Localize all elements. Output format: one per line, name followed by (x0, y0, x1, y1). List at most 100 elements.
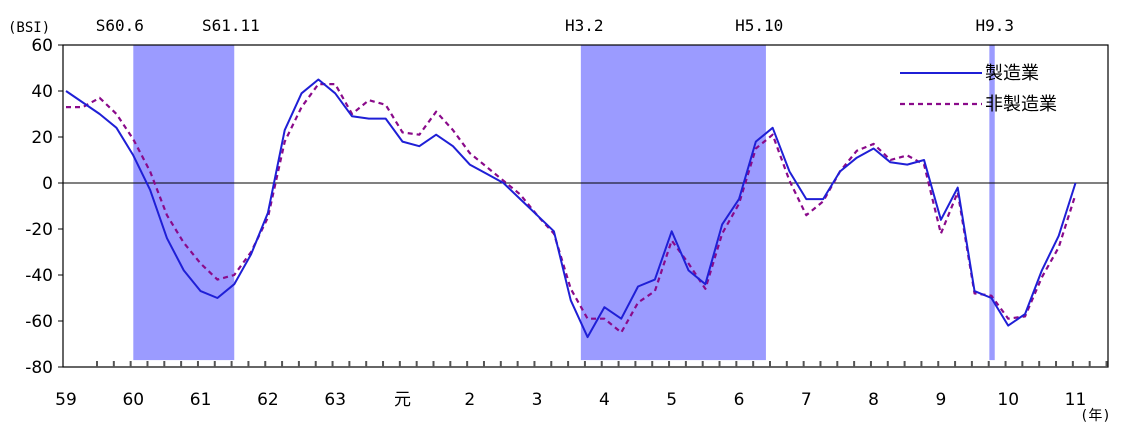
x-quarter-tick-59 (1088, 361, 1091, 367)
y-axis-ticks: 60 40 20 0 -20 -40 -60 -80 (25, 36, 63, 378)
period-labels: S60.6 S61.11 H3.2 H5.10 H9.3 (96, 16, 1014, 35)
x-quarter-tick-41 (785, 361, 788, 367)
shaded-periods (133, 45, 995, 361)
x-tick-label-9: 5 (666, 390, 677, 410)
x-quarter-tick-50 (937, 361, 940, 367)
series-lines (65, 78, 1077, 339)
x-quarter-tick-19 (415, 361, 418, 367)
x-quarter-tick-43 (819, 361, 822, 367)
y-tick-label-1: 40 (31, 82, 53, 102)
x-tick-label-14: 10 (997, 390, 1019, 410)
x-quarter-tick-1 (112, 361, 115, 367)
x-quarter-tick-48 (903, 361, 906, 367)
x-quarter-tick-17 (382, 361, 385, 367)
x-axis-unit-label: (年) (1080, 408, 1111, 424)
series-line-0 (65, 78, 1077, 339)
x-quarter-tick-7 (213, 361, 216, 367)
x-quarter-tick-34 (668, 361, 671, 367)
shaded-period-0 (133, 45, 235, 361)
x-quarter-tick-54 (1004, 361, 1007, 367)
x-quarter-tick-32 (634, 361, 637, 367)
y-tick-label-2: 20 (31, 128, 53, 148)
x-quarter-tick-55 (1021, 361, 1024, 367)
x-axis-labels: 59 60 61 62 63 元 2 3 4 5 6 7 8 9 10 11 (55, 390, 1086, 410)
x-quarter-tick-20 (432, 361, 435, 367)
x-tick-label-15: 11 (1065, 390, 1087, 410)
x-quarter-tick-23 (482, 361, 485, 367)
x-quarter-tick-2 (129, 361, 132, 367)
x-quarter-tick-27 (550, 361, 553, 367)
x-quarter-tick-14 (331, 361, 334, 367)
legend-label-non-manufacturing: 非製造業 (985, 94, 1057, 115)
period-label-4: H9.3 (975, 16, 1014, 35)
x-tick-label-5: 元 (394, 390, 411, 410)
x-tick-label-4: 63 (324, 390, 346, 410)
y-tick-label-0: 60 (31, 36, 53, 56)
x-tick-label-0: 59 (55, 390, 77, 410)
period-label-2: H3.2 (565, 16, 604, 35)
x-quarter-tick-53 (987, 361, 990, 367)
x-quarter-tick-16 (365, 361, 368, 367)
x-quarter-tick-28 (567, 361, 570, 367)
y-tick-label-4: -20 (25, 220, 53, 240)
y-tick-label-7: -80 (25, 358, 53, 378)
x-quarter-tick-21 (449, 361, 452, 367)
legend-label-manufacturing: 製造業 (985, 63, 1039, 84)
x-quarter-tick-31 (617, 361, 620, 367)
x-quarter-tick-6 (196, 361, 199, 367)
period-label-3: H5.10 (735, 16, 783, 35)
x-tick-label-13: 9 (935, 390, 946, 410)
x-tick-label-6: 2 (464, 390, 475, 410)
x-quarter-tick-40 (769, 361, 771, 367)
y-axis-unit-label: (BSI) (8, 20, 50, 36)
x-tick-label-1: 60 (122, 390, 144, 410)
x-quarter-tick-30 (600, 361, 603, 367)
x-quarter-tick-15 (348, 361, 351, 367)
x-quarter-tick-38 (735, 361, 738, 367)
x-tick-label-3: 62 (257, 390, 279, 410)
x-quarter-tick-4 (163, 361, 166, 367)
x-quarter-tick-36 (701, 361, 704, 367)
x-quarter-tick-3 (146, 361, 149, 367)
period-label-1: S61.11 (202, 16, 260, 35)
x-quarter-tick-51 (954, 361, 957, 367)
x-quarter-tick-39 (752, 361, 755, 367)
x-quarter-tick-25 (516, 361, 519, 367)
y-tick-label-6: -60 (25, 312, 53, 332)
x-quarter-tick-42 (802, 361, 805, 367)
x-quarter-tick-56 (1038, 361, 1041, 367)
x-quarter-tick-24 (499, 361, 502, 367)
x-quarter-tick-33 (651, 361, 654, 367)
x-quarter-tick-13 (314, 361, 317, 367)
y-tick-label-5: -40 (25, 266, 53, 286)
shaded-period-2 (989, 45, 995, 361)
x-quarter-tick-58 (1071, 361, 1074, 367)
period-label-0: S60.6 (96, 16, 144, 35)
x-quarter-tick-35 (684, 361, 687, 367)
x-quarter-tick-12 (297, 361, 300, 367)
series-line-1 (66, 82, 1077, 334)
x-quarter-tick-57 (1055, 361, 1058, 367)
legend: 製造業 非製造業 (900, 63, 1057, 115)
x-quarter-tick-49 (920, 361, 923, 367)
y-tick-label-3: 0 (42, 174, 53, 194)
x-quarter-tick-46 (869, 361, 872, 367)
x-tick-label-8: 4 (599, 390, 610, 410)
x-quarter-tick-29 (583, 361, 586, 367)
x-tick-label-12: 8 (868, 390, 879, 410)
shaded-period-1 (580, 45, 766, 361)
x-quarter-tick-44 (836, 361, 839, 367)
x-tick-marks (96, 361, 1108, 367)
x-tick-label-2: 61 (190, 390, 212, 410)
x-quarter-tick-37 (718, 361, 721, 367)
x-quarter-tick-47 (886, 361, 889, 367)
x-quarter-tick-45 (853, 361, 856, 367)
x-quarter-tick-0 (96, 361, 98, 367)
x-quarter-tick-10 (264, 361, 267, 367)
x-quarter-tick-52 (970, 361, 973, 367)
x-quarter-tick-9 (247, 361, 250, 367)
x-tick-label-11: 7 (801, 390, 812, 410)
x-tick-label-7: 3 (532, 390, 543, 410)
x-tick-label-10: 6 (734, 390, 745, 410)
